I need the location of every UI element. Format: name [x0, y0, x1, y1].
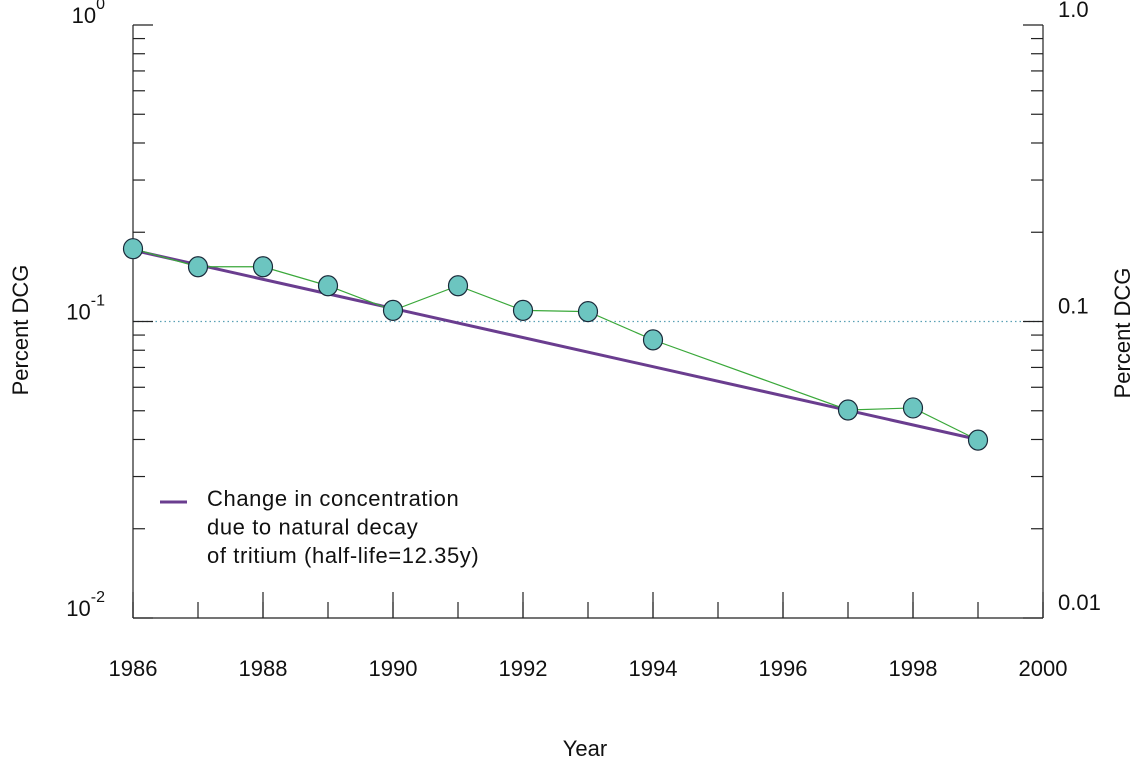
y-tick-exponent: -1 [91, 293, 105, 310]
x-tick-label: 1998 [889, 656, 938, 681]
x-tick-label: 1992 [499, 656, 548, 681]
data-point [382, 299, 404, 322]
x-axis-label: Year [563, 736, 607, 761]
x-tick-label: 1990 [369, 656, 418, 681]
y-tick-label: 10-2 [66, 589, 105, 621]
decay-line [132, 248, 979, 441]
legend-label: of tritium (half-life=12.35y) [207, 543, 479, 568]
y2-tick-label: 1.0 [1058, 0, 1089, 22]
data-point [252, 256, 274, 278]
data-point [187, 256, 209, 278]
y-tick-label: 10-1 [66, 293, 105, 325]
y-axis-label: Percent DCG [8, 265, 33, 396]
x-tick-label: 1986 [109, 656, 158, 681]
legend-label: due to natural decay [207, 514, 418, 539]
data-point [317, 275, 339, 297]
y-tick-exponent: 0 [96, 0, 105, 13]
y-tick-exponent: -2 [91, 589, 105, 606]
y2-tick-label: 0.01 [1058, 590, 1101, 615]
data-point [642, 329, 664, 351]
data-point [967, 429, 989, 451]
y-tick-label: 100 [72, 0, 105, 28]
y2-axis-label: Percent DCG [1110, 268, 1135, 399]
data-point [122, 238, 144, 260]
data-line [132, 248, 979, 441]
x-tick-label: 1994 [629, 656, 678, 681]
legend-label: Change in concentration [207, 486, 459, 511]
data-point [447, 275, 469, 297]
y-tick-base: 10 [66, 596, 90, 621]
y2-tick-label: 0.1 [1058, 293, 1089, 318]
y-tick-base: 10 [72, 3, 96, 28]
x-tick-label: 1996 [759, 656, 808, 681]
data-point [902, 397, 924, 419]
data-point [577, 300, 599, 323]
y-tick-base: 10 [66, 299, 90, 324]
x-tick-label: 2000 [1019, 656, 1068, 681]
data-point [512, 299, 534, 322]
data-point [837, 399, 859, 421]
x-tick-label: 1988 [239, 656, 288, 681]
